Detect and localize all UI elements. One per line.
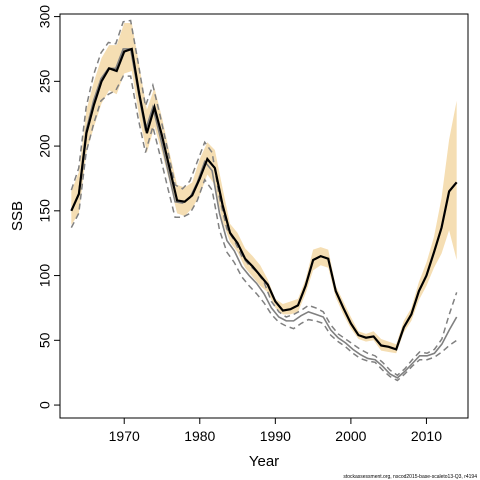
y-tick-label: 100 (37, 264, 53, 288)
x-tick-label: 2000 (335, 428, 366, 444)
current-confidence-band (71, 23, 457, 354)
y-axis-title: SSB (9, 201, 26, 231)
chart-footnote: stockassessment.org, nscod2015-base-scal… (343, 474, 477, 480)
y-tick-label: 300 (37, 5, 53, 29)
x-tick-label: 1980 (184, 428, 215, 444)
y-axis: 0 50 100 150 200 250 300 (37, 5, 60, 409)
plot-frame (59, 13, 469, 419)
current-estimate-line (70, 47, 458, 351)
x-tick-label: 2010 (411, 428, 442, 444)
previous-upper-ci-line (70, 19, 458, 377)
y-tick-label: 50 (37, 332, 53, 348)
x-axis: 1970 1980 1990 2000 2010 (109, 418, 442, 444)
y-tick-label: 250 (37, 69, 53, 93)
confidence-band-layer (71, 23, 457, 354)
previous-estimate-line (70, 48, 458, 379)
x-tick-label: 1990 (260, 428, 291, 444)
x-tick-label: 1970 (109, 428, 140, 444)
series-lines-layer (70, 19, 458, 382)
y-tick-label: 150 (37, 199, 53, 223)
previous-lower-ci-line (70, 75, 458, 382)
y-tick-label: 0 (37, 401, 53, 409)
y-tick-label: 200 (37, 134, 53, 158)
x-axis-title: Year (249, 453, 279, 470)
